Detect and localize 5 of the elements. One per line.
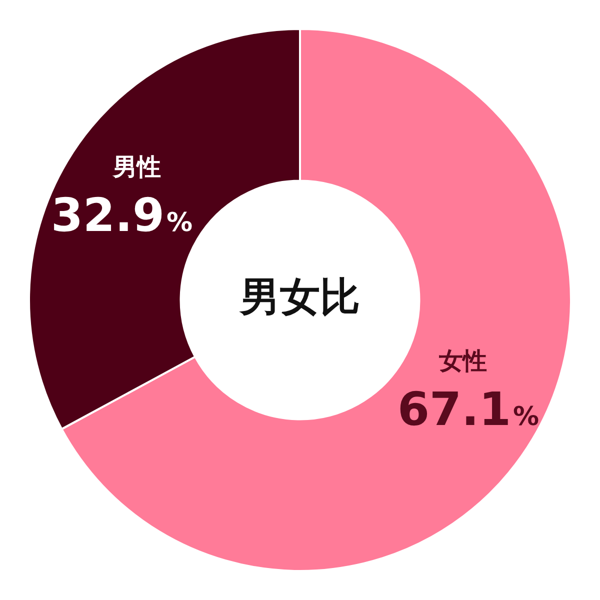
text: 男女比	[239, 274, 360, 320]
data-label: 32.9%	[50, 188, 193, 242]
slice-label: 男性	[112, 152, 161, 181]
data-label: 67.1%	[397, 382, 540, 436]
slice-label: 女性	[438, 347, 488, 376]
